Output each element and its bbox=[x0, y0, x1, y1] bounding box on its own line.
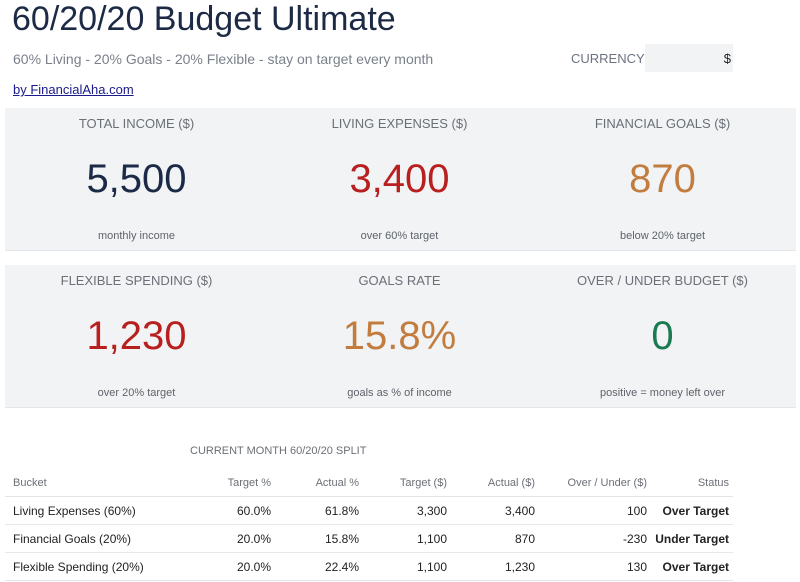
actual-amount-cell[interactable]: 3,400 bbox=[451, 496, 539, 525]
actual-amount-cell[interactable]: 1,230 bbox=[451, 552, 539, 581]
kpi-living-expenses: LIVING EXPENSES ($) 3,400 over 60% targe… bbox=[268, 108, 531, 250]
actual-percent-cell[interactable]: 61.8% bbox=[275, 496, 363, 525]
table-row: Flexible Spending (20%) 20.0% 22.4% 1,10… bbox=[5, 552, 733, 581]
status-cell[interactable]: Over Target bbox=[651, 496, 733, 525]
kpi-total-income: TOTAL INCOME ($) 5,500 monthly income bbox=[5, 108, 268, 250]
kpi-value: 870 bbox=[629, 157, 696, 201]
kpi-row-2: FLEXIBLE SPENDING ($) 1,230 over 20% tar… bbox=[5, 265, 796, 408]
actual-amount-cell[interactable]: 870 bbox=[451, 524, 539, 553]
column-header: Target % bbox=[185, 469, 275, 497]
kpi-subtext: positive = money left over bbox=[599, 387, 726, 399]
kpi-label: GOALS RATE bbox=[358, 273, 441, 288]
kpi-label: FINANCIAL GOALS ($) bbox=[594, 116, 731, 131]
kpi-label: OVER / UNDER BUDGET ($) bbox=[577, 273, 748, 288]
kpi-label: FLEXIBLE SPENDING ($) bbox=[60, 273, 213, 288]
actual-percent-cell[interactable]: 22.4% bbox=[275, 552, 363, 581]
column-header: Status bbox=[651, 469, 733, 497]
table-row: Living Expenses (60%) 60.0% 61.8% 3,300 … bbox=[5, 496, 733, 525]
kpi-value: 3,400 bbox=[349, 157, 450, 201]
status-cell[interactable]: Over Target bbox=[651, 552, 733, 581]
bucket-cell[interactable]: Living Expenses (60%) bbox=[5, 496, 185, 525]
table-row: Financial Goals (20%) 20.0% 15.8% 1,100 … bbox=[5, 524, 733, 553]
bucket-cell[interactable]: Flexible Spending (20%) bbox=[5, 552, 185, 581]
kpi-subtext: below 20% target bbox=[620, 230, 705, 242]
target-amount-cell[interactable]: 1,100 bbox=[363, 524, 451, 553]
currency-input[interactable] bbox=[645, 44, 733, 72]
over-under-cell[interactable]: 100 bbox=[539, 496, 651, 525]
target-amount-cell[interactable]: 3,300 bbox=[363, 496, 451, 525]
financialaha-link[interactable]: by FinancialAha.com bbox=[13, 82, 134, 97]
target-amount-cell[interactable]: 1,100 bbox=[363, 552, 451, 581]
split-table: Bucket Target % Actual % Target ($) Actu… bbox=[5, 469, 733, 581]
kpi-subtext: over 60% target bbox=[360, 230, 439, 242]
actual-percent-cell[interactable]: 15.8% bbox=[275, 524, 363, 553]
table-header-row: Bucket Target % Actual % Target ($) Actu… bbox=[5, 469, 733, 497]
status-cell[interactable]: Under Target bbox=[651, 524, 733, 553]
target-percent-cell[interactable]: 20.0% bbox=[185, 524, 275, 553]
kpi-value: 15.8% bbox=[342, 314, 457, 358]
column-header: Bucket bbox=[5, 469, 185, 497]
kpi-value: 5,500 bbox=[86, 157, 187, 201]
kpi-goals-rate: GOALS RATE 15.8% goals as % of income bbox=[268, 265, 531, 407]
split-table-title: CURRENT MONTH 60/20/20 SPLIT bbox=[190, 445, 367, 457]
kpi-financial-goals: FINANCIAL GOALS ($) 870 below 20% target bbox=[531, 108, 794, 250]
currency-label: CURRENCY bbox=[571, 51, 645, 66]
kpi-over-under-budget: OVER / UNDER BUDGET ($) 0 positive = mon… bbox=[531, 265, 794, 407]
column-header: Target ($) bbox=[363, 469, 451, 497]
kpi-subtext: goals as % of income bbox=[347, 387, 452, 399]
over-under-cell[interactable]: 130 bbox=[539, 552, 651, 581]
column-header: Actual % bbox=[275, 469, 363, 497]
kpi-label: LIVING EXPENSES ($) bbox=[331, 116, 468, 131]
column-header: Over / Under ($) bbox=[539, 469, 651, 497]
kpi-value: 1,230 bbox=[86, 314, 187, 358]
over-under-cell[interactable]: -230 bbox=[539, 524, 651, 553]
kpi-subtext: monthly income bbox=[97, 230, 176, 242]
kpi-subtext: over 20% target bbox=[97, 387, 176, 399]
kpi-row-1: TOTAL INCOME ($) 5,500 monthly income LI… bbox=[5, 108, 796, 251]
target-percent-cell[interactable]: 60.0% bbox=[185, 496, 275, 525]
bucket-cell[interactable]: Financial Goals (20%) bbox=[5, 524, 185, 553]
kpi-flexible-spending: FLEXIBLE SPENDING ($) 1,230 over 20% tar… bbox=[5, 265, 268, 407]
column-header: Actual ($) bbox=[451, 469, 539, 497]
page-subtitle: 60% Living - 20% Goals - 20% Flexible - … bbox=[13, 51, 434, 67]
target-percent-cell[interactable]: 20.0% bbox=[185, 552, 275, 581]
page-title: 60/20/20 Budget Ultimate bbox=[12, 0, 396, 38]
kpi-value: 0 bbox=[651, 314, 674, 358]
kpi-label: TOTAL INCOME ($) bbox=[78, 116, 195, 131]
